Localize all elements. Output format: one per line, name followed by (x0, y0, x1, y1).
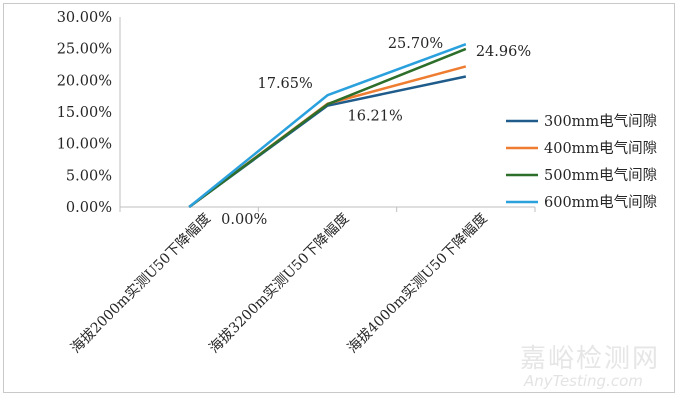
legend-label: 300mm电气间隙 (544, 113, 657, 130)
x-category-label: 海拔4000m实测U50下降幅度 (345, 211, 491, 357)
legend-label: 600mm电气间隙 (544, 194, 657, 211)
series-line (188, 47, 467, 209)
series-line (188, 43, 467, 208)
data-label: 24.96% (476, 44, 531, 60)
legend-label: 500mm电气间隙 (544, 167, 657, 184)
y-tick-label: 20.00% (57, 73, 112, 89)
y-tick-label: 10.00% (57, 137, 112, 153)
data-label: 25.70% (388, 36, 443, 52)
legend-label: 400mm电气间隙 (544, 140, 657, 157)
x-category-label: 海拔3200m实测U50下降幅度 (206, 211, 352, 357)
y-tick-label: 5.00% (66, 168, 112, 184)
y-tick-label: 25.00% (57, 42, 112, 58)
y-tick-label: 15.00% (57, 105, 112, 121)
data-label: 16.21% (348, 108, 403, 124)
chart-frame (3, 3, 675, 393)
watermark-en: AnyTesting.com (524, 372, 643, 390)
data-label: 0.00% (221, 212, 267, 228)
series-line (188, 65, 467, 209)
x-category-label: 海拔2000m实测U50下降幅度 (68, 211, 214, 357)
data-label: 17.65% (258, 76, 313, 92)
y-tick-label: 30.00% (57, 10, 112, 26)
y-tick-label: 0.00% (66, 200, 112, 216)
watermark-cn: 嘉峪检测网 (520, 344, 661, 374)
